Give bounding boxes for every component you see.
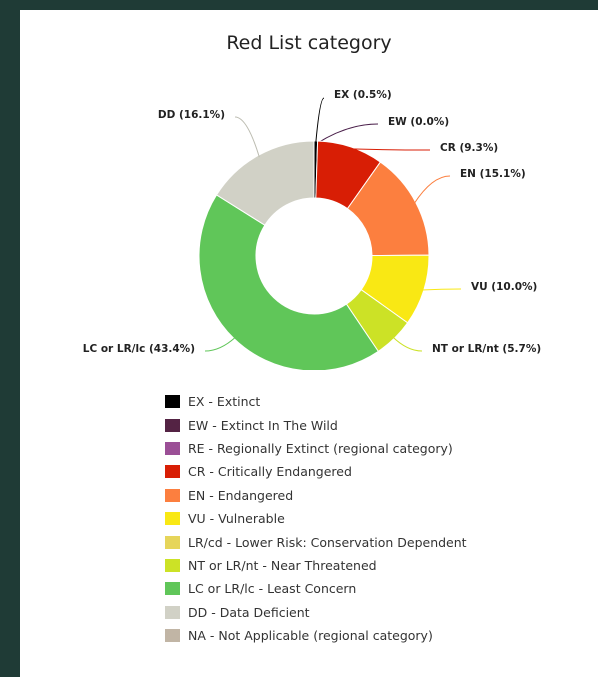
legend-swatch xyxy=(165,395,180,409)
data-label-ew: EW (0.0%) xyxy=(388,116,449,128)
legend-item[interactable]: LR/cd - Lower Risk: Conservation Depende… xyxy=(165,530,467,553)
legend-swatch xyxy=(165,582,180,596)
connector-vu xyxy=(421,288,462,291)
legend-swatch xyxy=(165,558,180,572)
legend-label: EX - Extinct xyxy=(188,394,261,410)
legend-label: DD - Data Deficient xyxy=(188,604,310,620)
legend-label: EW - Extinct In The Wild xyxy=(188,417,338,433)
legend-label: RE - Regionally Extinct (regional catego… xyxy=(188,440,453,456)
legend-swatch xyxy=(165,488,180,502)
legend-item[interactable]: LC or LR/lc - Least Concern xyxy=(165,577,467,600)
legend-item[interactable]: RE - Regionally Extinct (regional catego… xyxy=(165,437,467,460)
connector-ew xyxy=(317,123,379,144)
connector-nt xyxy=(392,336,423,352)
legend-item[interactable]: EN - Endangered xyxy=(165,484,467,507)
legend-label: NA - Not Applicable (regional category) xyxy=(188,628,433,644)
donut-chart: EX (0.5%) EW (0.0%) CR (9.3%) EN (15.1%) VU … xyxy=(83,89,541,370)
data-label-dd: DD (16.1%) xyxy=(158,109,225,121)
legend-label: EN - Endangered xyxy=(188,487,294,503)
connector-cr xyxy=(349,148,431,151)
legend-label: LC or LR/lc - Least Concern xyxy=(188,581,357,597)
data-label-lc: LC or LR/lc (43.4%) xyxy=(83,343,195,355)
legend-item[interactable]: EW - Extinct In The Wild xyxy=(165,413,467,436)
legend: EX - Extinct EW - Extinct In The Wild RE -… xyxy=(165,390,467,647)
chart-title: Red List category xyxy=(226,32,392,54)
legend-item[interactable]: DD - Data Deficient xyxy=(165,601,467,624)
legend-swatch xyxy=(165,441,180,455)
data-label-vu: VU (10.0%) xyxy=(471,281,537,293)
connector-en xyxy=(413,175,451,204)
legend-swatch xyxy=(165,465,180,479)
data-label-cr: CR (9.3%) xyxy=(440,142,498,154)
data-label-nt: NT or LR/nt (5.7%) xyxy=(432,343,541,355)
legend-label: VU - Vulnerable xyxy=(188,511,285,527)
connector-dd xyxy=(234,116,260,158)
legend-swatch xyxy=(165,418,180,432)
legend-swatch xyxy=(165,605,180,619)
legend-swatch xyxy=(165,535,180,549)
slice-dd[interactable] xyxy=(215,140,315,226)
slice-lc[interactable] xyxy=(198,194,379,370)
connector-ex xyxy=(315,97,325,144)
chart-panel: Red List category EX (0.5%) EW (0.0%) CR (… xyxy=(20,10,598,677)
legend-label: CR - Critically Endangered xyxy=(188,464,352,480)
legend-swatch xyxy=(165,512,180,526)
data-label-en: EN (15.1%) xyxy=(460,168,526,180)
legend-label: LR/cd - Lower Risk: Conservation Depende… xyxy=(188,534,467,550)
legend-swatch xyxy=(165,629,180,643)
legend-item[interactable]: NA - Not Applicable (regional category) xyxy=(165,624,467,647)
connector-lc xyxy=(204,336,236,352)
legend-label: NT or LR/nt - Near Threatened xyxy=(188,557,377,573)
legend-item[interactable]: EX - Extinct xyxy=(165,390,467,413)
data-label-ex: EX (0.5%) xyxy=(334,89,392,101)
legend-item[interactable]: VU - Vulnerable xyxy=(165,507,467,530)
legend-item[interactable]: NT or LR/nt - Near Threatened xyxy=(165,554,467,577)
legend-item[interactable]: CR - Critically Endangered xyxy=(165,460,467,483)
